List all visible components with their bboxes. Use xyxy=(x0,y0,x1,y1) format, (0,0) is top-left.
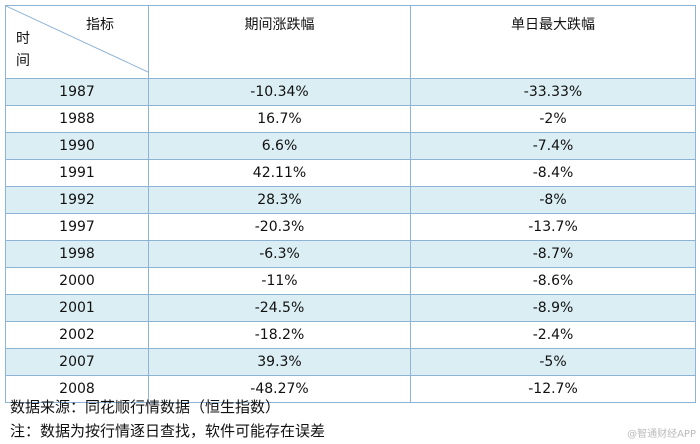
value-cell: -8.9% xyxy=(410,294,696,322)
value-cell: 6.6% xyxy=(148,132,411,160)
corner-row-label: 时间 xyxy=(16,31,30,69)
corner-cell: 指标 时间 xyxy=(5,5,149,79)
watermark: @智通财经APP xyxy=(627,429,696,440)
value-cell: -48.27% xyxy=(148,375,411,403)
value-cell: 42.11% xyxy=(148,159,411,187)
value-cell: -12.7% xyxy=(410,375,696,403)
year-cell: 1988 xyxy=(5,105,149,133)
value-cell: -10.34% xyxy=(148,78,411,106)
table-row: 2007 39.3% -5% xyxy=(5,348,696,376)
year-cell: 2007 xyxy=(5,348,149,376)
year-cell: 1991 xyxy=(5,159,149,187)
year-cell: 1987 xyxy=(5,78,149,106)
corner-column-label: 指标 xyxy=(86,17,114,33)
value-cell: -18.2% xyxy=(148,321,411,349)
value-cell: -11% xyxy=(148,267,411,295)
year-cell: 1992 xyxy=(5,186,149,214)
table-row: 1992 28.3% -8% xyxy=(5,186,696,214)
table-row: 1997 -20.3% -13.7% xyxy=(5,213,696,241)
source-note: 数据来源：同花顺行情数据（恒生指数） xyxy=(10,398,281,416)
table-row: 1990 6.6% -7.4% xyxy=(5,132,696,160)
value-cell: -8.6% xyxy=(410,267,696,295)
diagonal xyxy=(6,6,148,73)
table-row: 2000 -11% -8.6% xyxy=(5,267,696,295)
header-row: 指标 时间 期间涨跌幅 单日最大跌幅 xyxy=(5,5,696,79)
table-row: 1998 -6.3% -8.7% xyxy=(5,240,696,268)
year-cell: 2002 xyxy=(5,321,149,349)
table-row: 2008 -48.27% -12.7% xyxy=(5,375,696,403)
value-cell: -13.7% xyxy=(410,213,696,241)
value-cell: -8% xyxy=(410,186,696,214)
data-table: 指标 时间 期间涨跌幅 单日最大跌幅 1987 -10.34% -33.33% 198… xyxy=(5,5,696,403)
value-cell: 39.3% xyxy=(148,348,411,376)
table-row: 1988 16.7% -2% xyxy=(5,105,696,133)
value-cell: -7.4% xyxy=(410,132,696,160)
value-cell: -8.7% xyxy=(410,240,696,268)
value-cell: 16.7% xyxy=(148,105,411,133)
value-cell: -2.4% xyxy=(410,321,696,349)
value-cell: -5% xyxy=(410,348,696,376)
table-row: 2002 -18.2% -2.4% xyxy=(5,321,696,349)
year-cell: 2001 xyxy=(5,294,149,322)
header-cell: 期间涨跌幅 xyxy=(148,5,411,79)
value-cell: -24.5% xyxy=(148,294,411,322)
header-cell: 单日最大跌幅 xyxy=(410,5,696,79)
year-cell: 2008 xyxy=(5,375,149,403)
year-cell: 1997 xyxy=(5,213,149,241)
value-cell: -20.3% xyxy=(148,213,411,241)
value-cell: -33.33% xyxy=(410,78,696,106)
table-row: 1991 42.11% -8.4% xyxy=(5,159,696,187)
year-cell: 1990 xyxy=(5,132,149,160)
value-cell: -2% xyxy=(410,105,696,133)
value-cell: -8.4% xyxy=(410,159,696,187)
table-row: 1987 -10.34% -33.33% xyxy=(5,78,696,106)
year-cell: 1998 xyxy=(5,240,149,268)
footnote: 注：数据为按行情逐日查找，软件可能存在误差 xyxy=(10,422,326,440)
table-row: 2001 -24.5% -8.9% xyxy=(5,294,696,322)
value-cell: 28.3% xyxy=(148,186,411,214)
value-cell: -6.3% xyxy=(148,240,411,268)
year-cell: 2000 xyxy=(5,267,149,295)
